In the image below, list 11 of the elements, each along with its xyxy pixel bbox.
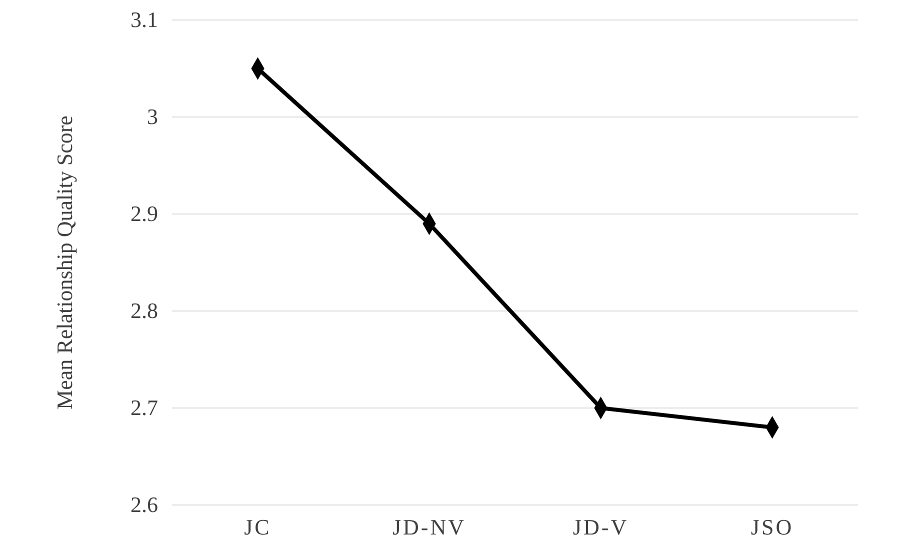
y-axis-title: Mean Relationship Quality Score xyxy=(52,116,77,410)
x-tick-label: JC xyxy=(244,514,272,540)
y-tick-label: 3 xyxy=(147,104,158,130)
y-tick-label: 2.7 xyxy=(130,395,158,420)
x-tick-label: JD-V xyxy=(572,514,629,540)
y-tick-label: 2.8 xyxy=(130,298,158,324)
y-tick-label: 2.9 xyxy=(130,201,158,226)
y-tick-label: 2.6 xyxy=(130,492,158,518)
x-tick-label: JD-NV xyxy=(392,514,466,540)
x-tick-label: JSO xyxy=(750,514,794,540)
y-tick-label: 3.1 xyxy=(130,7,158,32)
